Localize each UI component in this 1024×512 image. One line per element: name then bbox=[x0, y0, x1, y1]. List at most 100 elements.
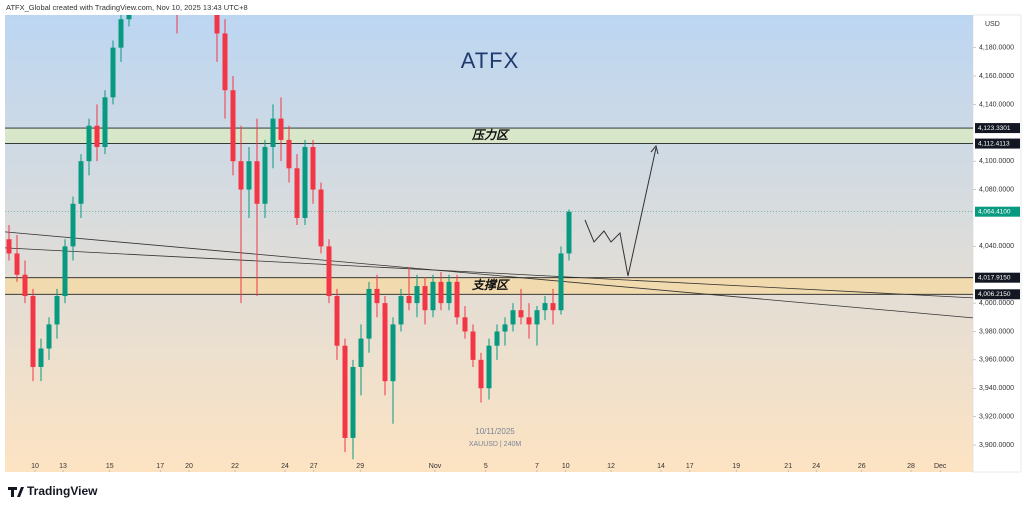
candle-body bbox=[286, 139, 292, 169]
x-tick-label: 5 bbox=[484, 463, 488, 470]
price-label-box bbox=[975, 272, 1020, 283]
candle-body bbox=[526, 317, 532, 325]
candle-body bbox=[214, 15, 220, 34]
x-tick-label: 19 bbox=[732, 463, 740, 470]
logo-mark bbox=[8, 487, 24, 497]
candle-body bbox=[14, 253, 20, 275]
candle-body bbox=[422, 286, 428, 311]
candle-body bbox=[550, 303, 556, 311]
price-label: 4,006.2150 bbox=[978, 291, 1011, 298]
watermark-logo: ATFX bbox=[461, 48, 520, 73]
candle-body bbox=[6, 239, 12, 254]
y-tick-label: 4,080.0000 bbox=[979, 186, 1014, 193]
candle-body bbox=[446, 281, 452, 304]
y-tick-label: 4,000.0000 bbox=[979, 300, 1014, 307]
logo: TradingView bbox=[8, 484, 98, 498]
watermark-date: 10/11/2025 bbox=[475, 427, 515, 436]
candle-body bbox=[454, 281, 460, 318]
candle-body bbox=[78, 161, 84, 204]
candle-body bbox=[486, 345, 492, 389]
candle-body bbox=[358, 338, 364, 367]
candle-body bbox=[470, 331, 476, 360]
candle-body bbox=[294, 168, 300, 218]
candle-body bbox=[534, 310, 540, 325]
trendline bbox=[5, 231, 973, 319]
x-tick-label: 7 bbox=[535, 463, 539, 470]
candle-body bbox=[246, 161, 252, 190]
x-tick-label: 17 bbox=[686, 463, 694, 470]
candle-body bbox=[54, 296, 60, 325]
candle-body bbox=[70, 203, 76, 247]
y-tick-label: 3,960.0000 bbox=[979, 357, 1014, 364]
last-price-box bbox=[975, 206, 1020, 217]
y-tick-label: 4,140.0000 bbox=[979, 101, 1014, 108]
x-tick-label: 14 bbox=[657, 463, 665, 470]
x-tick-label: Nov bbox=[429, 463, 442, 470]
candle-body bbox=[566, 211, 572, 254]
candle-body bbox=[398, 296, 404, 325]
candle-body bbox=[374, 288, 380, 304]
plot bbox=[5, 15, 973, 460]
footer-brand: TradingView bbox=[27, 484, 98, 498]
price-label-box bbox=[975, 289, 1020, 300]
x-tick-label: Dec bbox=[934, 463, 947, 470]
price-axis bbox=[972, 14, 1022, 473]
plot-background bbox=[5, 15, 973, 472]
candle-body bbox=[518, 310, 524, 318]
candle-body bbox=[478, 359, 484, 389]
y-tick-label: 3,920.0000 bbox=[979, 413, 1014, 420]
candle-body bbox=[310, 146, 316, 190]
x-tick-label: 13 bbox=[59, 463, 67, 470]
candle-body bbox=[94, 125, 100, 147]
zone-label: 压力区 bbox=[471, 128, 510, 142]
y-tick-label: 3,980.0000 bbox=[979, 328, 1014, 335]
y-tick-label: 4,180.0000 bbox=[979, 44, 1014, 51]
projection-path bbox=[584, 147, 657, 277]
watermark-symbol: XAUUSD | 240M bbox=[469, 441, 522, 448]
x-tick-label: 15 bbox=[106, 463, 114, 470]
x-tick-label: 28 bbox=[907, 463, 915, 470]
candle-body bbox=[406, 296, 412, 304]
candle-body bbox=[222, 33, 228, 91]
candle-body bbox=[110, 47, 116, 98]
price-label-box bbox=[975, 123, 1020, 134]
x-tick-label: 29 bbox=[356, 463, 364, 470]
candle-body bbox=[462, 317, 468, 332]
candle-body bbox=[342, 345, 348, 438]
zone bbox=[5, 277, 973, 295]
currency: USD bbox=[985, 21, 1000, 28]
candle-body bbox=[430, 281, 436, 311]
candle-body bbox=[390, 324, 396, 382]
y-tick-label: 3,900.0000 bbox=[979, 442, 1014, 449]
candle-body bbox=[542, 303, 548, 311]
candle-body bbox=[262, 146, 268, 204]
candle-body bbox=[102, 97, 108, 147]
candle-body bbox=[46, 324, 52, 349]
candle-body bbox=[502, 324, 508, 332]
candle-body bbox=[238, 161, 244, 190]
price-label: 4,123.3301 bbox=[978, 125, 1011, 132]
candle-body bbox=[62, 246, 68, 297]
candle-body bbox=[22, 274, 28, 297]
y-tick-label: 4,160.0000 bbox=[979, 73, 1014, 80]
candle-body bbox=[494, 331, 500, 346]
x-tick-label: 26 bbox=[858, 463, 866, 470]
x-tick-label: 20 bbox=[185, 463, 193, 470]
x-tick-label: 12 bbox=[607, 463, 615, 470]
candle-body bbox=[270, 118, 276, 147]
zone bbox=[5, 128, 973, 144]
x-tick-label: 10 bbox=[31, 463, 39, 470]
candle-body bbox=[558, 253, 564, 311]
x-tick-label: 24 bbox=[812, 463, 820, 470]
candle-body bbox=[302, 146, 308, 218]
candle-body bbox=[38, 348, 44, 367]
candle-body bbox=[366, 288, 372, 339]
price-label-box bbox=[975, 138, 1020, 149]
candle-body bbox=[254, 161, 260, 204]
x-tick-label: 22 bbox=[231, 463, 239, 470]
projection-arrow bbox=[650, 144, 659, 155]
price-label: 4,017.9150 bbox=[978, 274, 1011, 281]
y-tick-label: 4,040.0000 bbox=[979, 243, 1014, 250]
x-tick-label: 24 bbox=[281, 463, 289, 470]
